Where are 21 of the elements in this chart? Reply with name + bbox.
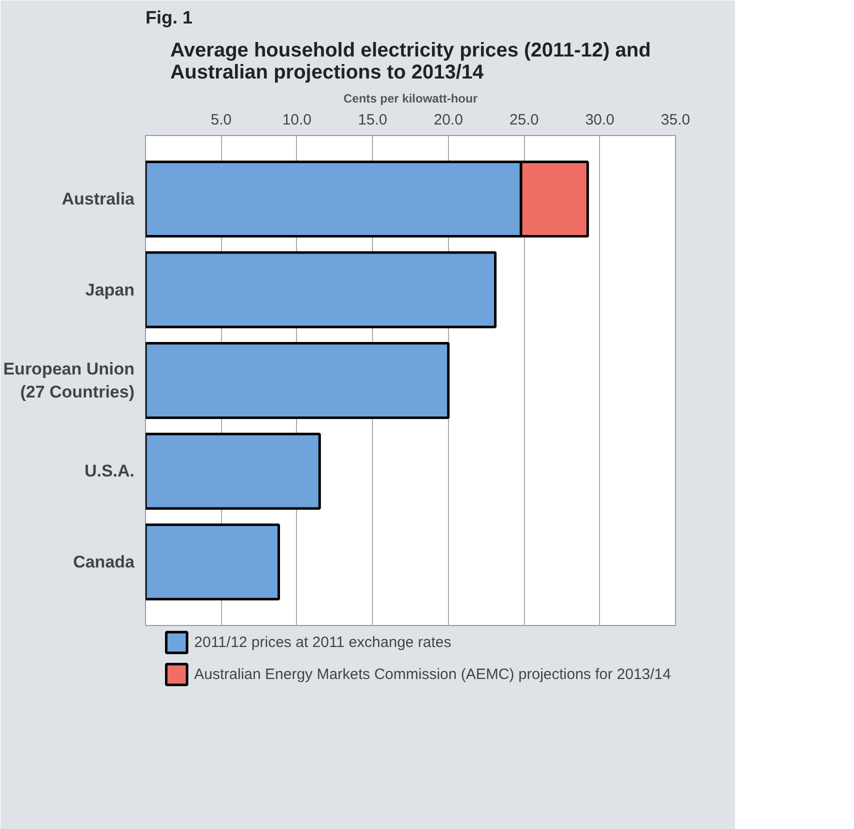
legend-label: Australian Energy Markets Commission (AEMC) projections for 2013/14	[194, 666, 671, 682]
chart-title: Average household electricity prices (2011-12) and Australian projections to 2013/14	[170, 40, 651, 84]
x-tick-label: 30.0	[585, 112, 614, 128]
x-axis-title: Cents per kilowatt-hour	[343, 92, 478, 106]
y-tick-label: Japan	[85, 280, 135, 300]
x-tick-label: 15.0	[358, 112, 388, 128]
x-tick-label: 20.0	[434, 112, 463, 128]
x-tick-label: 10.0	[282, 112, 312, 128]
x-tick-label: 35.0	[660, 112, 690, 128]
caption: Fig. 1	[146, 8, 193, 28]
bar	[146, 432, 321, 510]
bar	[146, 251, 497, 328]
y-tick-label: Canada	[73, 552, 136, 572]
bar	[146, 342, 450, 419]
bar	[146, 524, 280, 600]
legend-label: 2011/12 prices at 2011 exchange rates	[194, 634, 452, 650]
y-tick-label: U.S.A.	[84, 462, 134, 481]
x-tick-label: 5.0	[210, 112, 232, 128]
y-tick-label: Australia	[62, 190, 136, 209]
y-tick-label: European Union (27 Countries)	[3, 360, 135, 402]
x-tick-label: 25.0	[509, 112, 539, 128]
